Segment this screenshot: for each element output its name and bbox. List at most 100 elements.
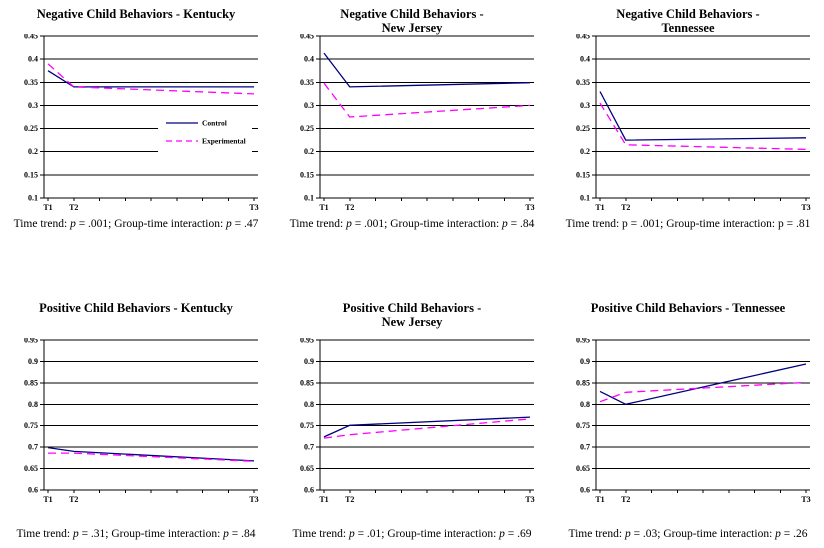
caption-segment: p: [499, 528, 505, 540]
caption-segment: Time trend:: [13, 218, 71, 230]
caption-segment: = .31; Group-time interaction:: [78, 528, 224, 540]
y-tick-label: 0.2: [304, 147, 314, 156]
x-tick-label: T2: [621, 203, 630, 212]
line-plot: 0.95 0.9 0.85 0.8 0.75 0.7 0.65 0.6 T1 T2 T3: [24, 338, 259, 504]
caption-segment: Time trend:: [292, 528, 349, 540]
y-tick-label: 0.9: [28, 357, 38, 366]
series-control: [323, 52, 531, 88]
caption-segment: Time trend:: [568, 528, 625, 540]
chart-positive-child-behaviors-tennessee: Positive Child Behaviors - Tennessee 0.9…: [560, 288, 816, 540]
y-tick-label: 0.35: [576, 78, 590, 87]
x-tick-label: T1: [595, 495, 604, 504]
series-experimental: [323, 418, 531, 439]
chart-title: Negative Child Behaviors - Kentucky: [36, 7, 236, 21]
series-experimental: [47, 63, 255, 95]
y-tick-label: 0.95: [24, 338, 38, 345]
x-tick-label: T2: [69, 495, 78, 504]
chart-negative-child-behaviors-kentucky: Negative Child Behaviors - Kentucky 0.45…: [8, 4, 264, 230]
chart-title: Negative Child Behaviors - Tennessee: [616, 7, 760, 35]
caption-segment: = .84: [228, 528, 256, 540]
chart-negative-child-behaviors-tennessee: Negative Child Behaviors - Tennessee 0.4…: [560, 4, 816, 230]
caption-segment: = .001; Group-time interaction:: [351, 218, 503, 230]
y-tick-label: 0.45: [576, 34, 590, 41]
x-tick-label: T1: [43, 495, 52, 504]
line-plot: 0.45 0.4 0.35 0.3 0.25 0.2 0.15 0.1 T1 T2 T3: [300, 34, 535, 212]
chart-positive-child-behaviors-kentucky: Positive Child Behaviors - Kentucky 0.95…: [8, 288, 264, 540]
line-plot: 0.95 0.9 0.85 0.8 0.75 0.7 0.65 0.6 T1 T2 T3: [300, 338, 535, 504]
y-tick-label: 0.9: [304, 357, 314, 366]
caption-segment: = .03; Group-time interaction:: [630, 528, 776, 540]
x-tick-label: T3: [249, 495, 258, 504]
stats-caption: Time trend: p = .01; Group-time interact…: [284, 528, 540, 540]
series-experimental: [323, 82, 531, 118]
x-tick-label: T3: [249, 203, 258, 212]
legend-box: [158, 112, 252, 156]
x-tick-label: T2: [345, 203, 354, 212]
y-tick-label: 0.45: [300, 34, 314, 41]
y-tick-label: 0.25: [300, 124, 314, 133]
y-tick-label: 0.95: [576, 338, 590, 345]
x-tick-label: T3: [525, 203, 534, 212]
caption-segment: Time trend:: [16, 528, 73, 540]
x-tick-label: T1: [595, 203, 604, 212]
caption-segment: p: [226, 218, 232, 230]
y-tick-label: 0.85: [576, 378, 590, 387]
y-tick-label: 0.15: [576, 170, 590, 179]
y-tick-label: 0.65: [300, 464, 314, 473]
x-tick-label: T3: [801, 495, 810, 504]
series-control: [599, 91, 807, 141]
y-tick-label: 0.3: [28, 101, 38, 110]
caption-segment: p: [72, 528, 79, 540]
x-tick-label: T1: [319, 495, 328, 504]
caption-segment: p: [348, 528, 355, 540]
stats-caption: Time trend: p = .03; Group-time interact…: [560, 528, 816, 540]
y-tick-label: 0.4: [28, 55, 38, 64]
series-control: [47, 70, 254, 88]
y-tick-label: 0.6: [580, 486, 590, 495]
caption-segment: p: [346, 218, 352, 230]
chart-negative-child-behaviors-new-jersey: Negative Child Behaviors - New Jersey 0.…: [284, 4, 540, 230]
y-tick-label: 0.95: [300, 338, 314, 345]
series-experimental: [599, 381, 807, 403]
chart-positive-child-behaviors-new-jersey: Positive Child Behaviors - New Jersey 0.…: [284, 288, 540, 540]
caption-segment: Time trend:: [289, 218, 347, 230]
y-tick-label: 0.1: [28, 194, 38, 203]
y-tick-label: 0.2: [580, 147, 590, 156]
stats-caption: Time trend: p = .001; Group-time interac…: [284, 218, 540, 230]
line-plot: 0.95 0.9 0.85 0.8 0.75 0.7 0.65 0.6 T1 T2 T3: [576, 338, 811, 504]
y-tick-label: 0.25: [576, 124, 590, 133]
series-experimental: [48, 452, 255, 462]
y-tick-label: 0.65: [24, 464, 38, 473]
caption-segment: = .84: [507, 218, 535, 230]
series-control: [47, 446, 255, 462]
line-plot: 0.45 0.4 0.35 0.3 0.25 0.2 0.15 0.1 T1 T2 T3 Contro…: [24, 34, 259, 212]
x-tick-label: T2: [69, 203, 78, 212]
x-tick-label: T2: [345, 495, 354, 504]
caption-segment: = .26: [780, 528, 808, 540]
y-tick-label: 0.35: [24, 78, 38, 87]
y-tick-label: 0.6: [28, 486, 38, 495]
x-tick-label: T1: [43, 203, 52, 212]
stats-caption: Time trend: p = .31; Group-time interact…: [8, 528, 264, 540]
y-tick-label: 0.15: [24, 170, 38, 179]
stats-caption: Time trend: p = .001; Group-time interac…: [8, 218, 264, 230]
stats-caption: Time trend: p = .001; Group-time interac…: [560, 218, 816, 230]
y-tick-label: 0.25: [24, 124, 38, 133]
caption-segment: = .47: [231, 218, 259, 230]
y-tick-label: 0.45: [24, 34, 38, 41]
series-experimental: [599, 102, 807, 151]
caption-segment: p: [775, 528, 781, 540]
x-tick-label: T2: [621, 495, 630, 504]
y-tick-label: 0.85: [300, 378, 314, 387]
chart-title: Positive Child Behaviors - Kentucky: [39, 301, 233, 315]
caption-segment: = .001; Group-time interaction:: [75, 218, 227, 230]
caption-segment: p: [624, 528, 631, 540]
y-tick-label: 0.1: [304, 194, 314, 203]
chart-title: Positive Child Behaviors - Tennessee: [590, 301, 786, 315]
line-plot: 0.45 0.4 0.35 0.3 0.25 0.2 0.15 0.1 T1 T2 T3: [576, 34, 811, 212]
y-tick-label: 0.4: [580, 55, 590, 64]
y-tick-label: 0.8: [580, 400, 590, 409]
y-tick-label: 0.1: [580, 194, 590, 203]
x-tick-label: T3: [525, 495, 534, 504]
